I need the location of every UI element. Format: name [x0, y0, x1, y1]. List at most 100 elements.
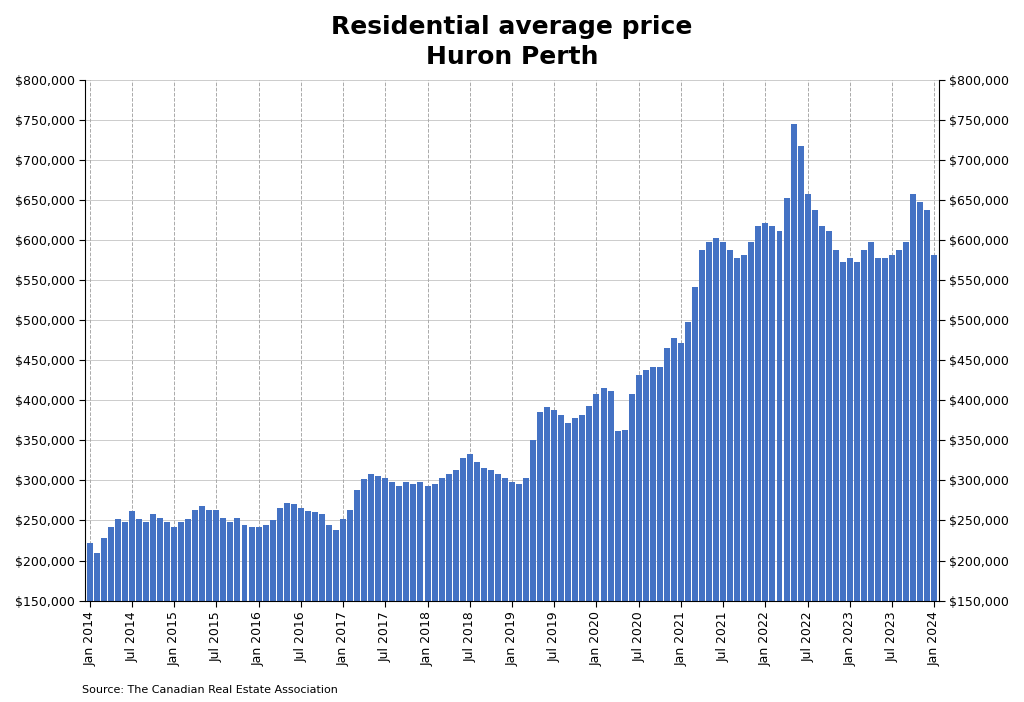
Bar [193, 510, 199, 702]
Bar [326, 524, 332, 702]
Title: Residential average price
Huron Perth: Residential average price Huron Perth [332, 15, 692, 69]
Bar [685, 322, 691, 702]
Bar [143, 522, 148, 702]
Bar [467, 454, 473, 702]
Bar [812, 210, 818, 702]
Bar [932, 255, 937, 702]
Bar [220, 518, 226, 702]
Bar [925, 210, 931, 702]
Bar [269, 520, 275, 702]
Bar [847, 258, 853, 702]
Bar [600, 388, 606, 702]
Bar [713, 238, 719, 702]
Bar [249, 527, 255, 702]
Bar [544, 407, 550, 702]
Bar [776, 231, 782, 702]
Bar [749, 242, 755, 702]
Bar [242, 524, 248, 702]
Bar [664, 348, 670, 702]
Bar [876, 258, 881, 702]
Bar [284, 503, 290, 702]
Bar [854, 262, 860, 702]
Bar [516, 484, 522, 702]
Bar [805, 194, 811, 702]
Bar [487, 470, 494, 702]
Bar [699, 250, 706, 702]
Bar [474, 462, 480, 702]
Bar [438, 478, 444, 702]
Bar [318, 514, 325, 702]
Bar [918, 202, 924, 702]
Bar [108, 527, 114, 702]
Bar [347, 510, 353, 702]
Bar [340, 519, 346, 702]
Bar [460, 458, 466, 702]
Bar [538, 413, 543, 702]
Bar [720, 242, 726, 702]
Bar [734, 258, 740, 702]
Bar [213, 510, 219, 702]
Bar [312, 512, 317, 702]
Bar [741, 255, 748, 702]
Bar [629, 394, 635, 702]
Bar [305, 511, 311, 702]
Bar [607, 391, 613, 702]
Bar [495, 474, 501, 702]
Bar [100, 538, 106, 702]
Bar [903, 242, 909, 702]
Bar [861, 250, 867, 702]
Bar [622, 430, 628, 702]
Bar [636, 375, 642, 702]
Bar [178, 522, 184, 702]
Bar [769, 226, 775, 702]
Bar [389, 482, 395, 702]
Bar [896, 250, 902, 702]
Bar [150, 514, 156, 702]
Bar [382, 478, 388, 702]
Bar [819, 226, 824, 702]
Bar [614, 431, 621, 702]
Bar [791, 124, 797, 702]
Bar [129, 511, 135, 702]
Bar [354, 490, 360, 702]
Bar [833, 250, 839, 702]
Bar [403, 482, 410, 702]
Bar [868, 242, 874, 702]
Bar [298, 508, 304, 702]
Bar [262, 524, 268, 702]
Bar [840, 262, 846, 702]
Bar [798, 146, 804, 702]
Bar [453, 470, 459, 702]
Bar [431, 484, 437, 702]
Bar [594, 394, 599, 702]
Bar [164, 522, 170, 702]
Bar [418, 482, 424, 702]
Bar [276, 508, 283, 702]
Bar [530, 440, 537, 702]
Bar [333, 530, 339, 702]
Bar [650, 367, 655, 702]
Bar [656, 367, 663, 702]
Bar [375, 477, 381, 702]
Bar [227, 522, 233, 702]
Bar [692, 287, 698, 702]
Bar [185, 519, 191, 702]
Bar [825, 231, 831, 702]
Bar [206, 510, 212, 702]
Bar [425, 486, 430, 702]
Bar [882, 258, 888, 702]
Bar [889, 255, 895, 702]
Bar [87, 543, 92, 702]
Bar [565, 423, 571, 702]
Bar [643, 370, 649, 702]
Bar [291, 505, 297, 702]
Bar [136, 519, 142, 702]
Bar [910, 194, 916, 702]
Bar [678, 343, 684, 702]
Bar [481, 468, 486, 702]
Bar [171, 527, 177, 702]
Bar [707, 242, 712, 702]
Bar [580, 415, 586, 702]
Bar [361, 479, 368, 702]
Bar [445, 474, 452, 702]
